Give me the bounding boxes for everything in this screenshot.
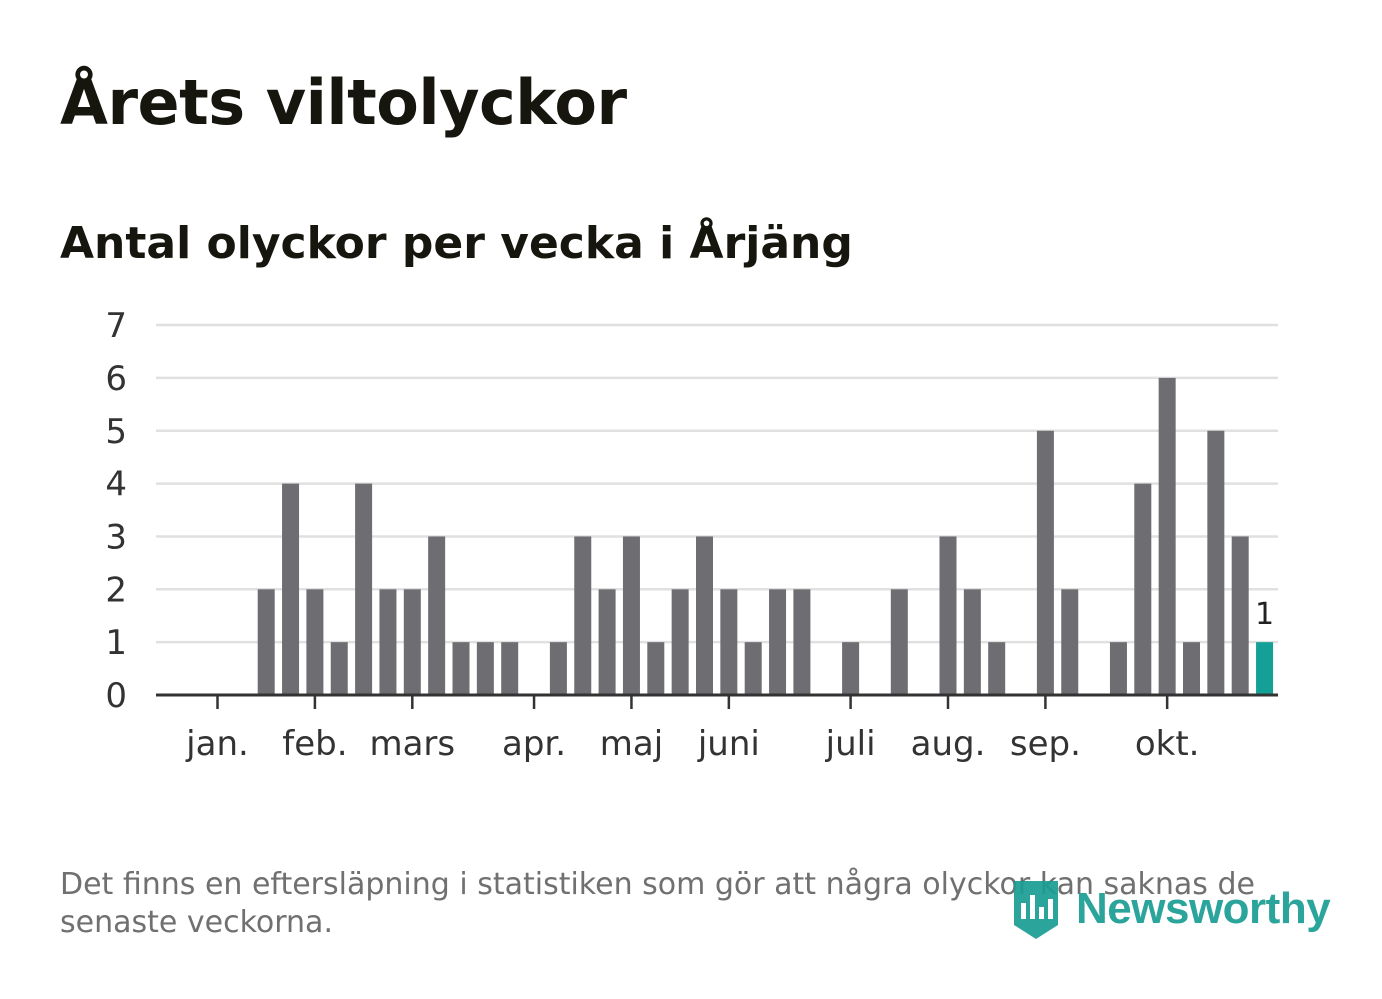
bar (988, 642, 1006, 695)
bar (1158, 377, 1176, 695)
bar (257, 589, 275, 695)
bar (720, 589, 738, 695)
y-tick-label: 3 (105, 517, 127, 557)
x-tick-label: apr. (502, 724, 566, 764)
bar (428, 536, 446, 695)
bar (1061, 589, 1079, 695)
data-label-current-week: 1 (1255, 597, 1274, 632)
bar (842, 642, 860, 695)
y-tick-label: 2 (105, 570, 127, 610)
bar (622, 536, 640, 695)
bar (647, 642, 665, 695)
bar (355, 483, 373, 695)
bar (769, 589, 787, 695)
bar (1231, 536, 1249, 695)
bar (793, 589, 811, 695)
bar (403, 589, 421, 695)
bar (963, 589, 981, 695)
bar (598, 589, 616, 695)
x-tick-label: sep. (1010, 724, 1081, 764)
bar (1109, 642, 1127, 695)
bar (1207, 430, 1225, 695)
x-tick-label: mars (369, 724, 455, 764)
x-tick-label: juli (825, 724, 876, 764)
bar (744, 642, 762, 695)
y-tick-label: 7 (105, 306, 127, 346)
y-tick-label: 5 (105, 412, 127, 452)
x-tick-label: aug. (911, 724, 986, 764)
newsworthy-wordmark: Newsworthy (1076, 884, 1331, 933)
y-axis-tick-labels: 0 1 2 3 4 5 6 7 (105, 306, 127, 716)
x-tick-label: maj (600, 724, 663, 764)
bar (282, 483, 300, 695)
newsworthy-logo-icon (1014, 881, 1058, 939)
bar (574, 536, 592, 695)
y-tick-label: 1 (105, 623, 127, 663)
chart-subtitle: Antal olyckor per vecka i Årjäng (60, 218, 853, 269)
bar (452, 642, 470, 695)
chart-title: Årets viltolyckor (60, 66, 627, 139)
x-tick-label: okt. (1135, 724, 1200, 764)
bar (1183, 642, 1200, 695)
x-tick-label: feb. (282, 724, 347, 764)
x-axis-ticks: jan. feb. mars apr. maj juni juli aug. sep. okt. (185, 695, 1199, 764)
y-tick-label: 0 (105, 676, 127, 716)
y-tick-label: 6 (105, 359, 127, 399)
bar (330, 642, 348, 695)
bar (939, 536, 957, 695)
bar (1134, 483, 1152, 695)
bar (501, 642, 519, 695)
bar (1036, 430, 1054, 695)
bar (379, 589, 397, 695)
bar (696, 536, 713, 695)
bar (549, 642, 567, 695)
data-labels: 1 (1255, 597, 1274, 632)
bar (671, 589, 689, 695)
bar (476, 642, 494, 695)
bar (890, 589, 908, 695)
y-tick-label: 4 (105, 465, 127, 505)
bars (257, 377, 1274, 695)
bar-current-week (1256, 642, 1274, 695)
bar (306, 589, 324, 695)
x-tick-label: jan. (185, 724, 249, 764)
x-tick-label: juni (697, 724, 760, 764)
gridlines (156, 323, 1278, 644)
newsworthy-logo[interactable]: Newsworthy (1010, 876, 1331, 942)
